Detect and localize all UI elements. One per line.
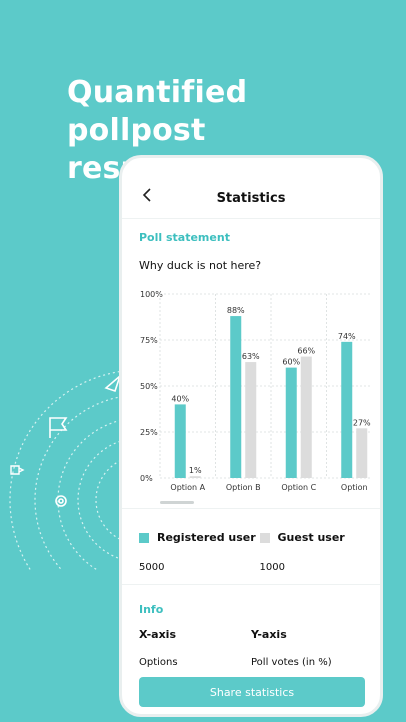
bar bbox=[285, 367, 297, 478]
divider bbox=[122, 584, 380, 585]
y-axis-heading: Y-axis bbox=[251, 628, 287, 641]
legend: Registered user 5000 Guest user 1000 bbox=[122, 508, 380, 573]
x-tick-label: Option C bbox=[281, 483, 316, 492]
y-tick-label: 75% bbox=[140, 336, 158, 345]
x-axis-heading: X-axis bbox=[139, 628, 176, 641]
bar bbox=[300, 356, 312, 478]
send-icon bbox=[104, 373, 122, 393]
info-label: Info bbox=[139, 603, 164, 616]
poll-statement-label: Poll statement bbox=[139, 231, 230, 244]
data-label: 60% bbox=[282, 358, 300, 367]
chart-scroll-thumb[interactable] bbox=[160, 501, 194, 504]
flag-icon bbox=[49, 417, 68, 438]
data-label: 66% bbox=[297, 347, 315, 356]
bar bbox=[174, 404, 186, 478]
page-title: Statistics bbox=[216, 191, 286, 206]
share-statistics-button[interactable]: Share statistics bbox=[139, 677, 365, 707]
divider bbox=[122, 508, 380, 509]
guest-count: 1000 bbox=[259, 562, 285, 573]
registered-swatch bbox=[139, 532, 149, 543]
legend-registered: Registered user bbox=[139, 531, 260, 544]
bar bbox=[356, 428, 368, 478]
bar bbox=[230, 316, 242, 478]
bar bbox=[341, 341, 353, 478]
y-axis-value: Poll votes (in %) bbox=[251, 657, 332, 668]
info-section: Info X-axis Options Y-axis Poll votes (i… bbox=[122, 584, 380, 668]
y-tick-label: 100% bbox=[140, 290, 163, 299]
y-tick-label: 0% bbox=[140, 474, 153, 483]
x-tick-label: Option B bbox=[226, 483, 261, 492]
data-label: 74% bbox=[338, 332, 356, 341]
x-tick-label: Option bbox=[341, 483, 368, 492]
legend-guest: Guest user bbox=[259, 531, 381, 544]
phone-frame: Statistics Poll statement Why duck is no… bbox=[119, 155, 383, 717]
registered-count: 5000 bbox=[139, 562, 165, 573]
data-label: 63% bbox=[242, 352, 260, 361]
data-label: 1% bbox=[189, 466, 202, 475]
x-axis-value: Options bbox=[139, 657, 178, 668]
thumbs-down-icon bbox=[10, 465, 25, 475]
legend-guest-label: Guest user bbox=[277, 531, 345, 544]
legend-registered-label: Registered user bbox=[157, 531, 256, 544]
headline-line-1: Quantified pollpost bbox=[67, 75, 248, 148]
at-sign-icon bbox=[55, 495, 67, 507]
data-label: 27% bbox=[353, 418, 371, 427]
divider bbox=[122, 218, 380, 219]
x-tick-label: Option A bbox=[170, 483, 205, 492]
guest-swatch bbox=[259, 532, 270, 543]
chevron-left-icon[interactable] bbox=[142, 188, 156, 202]
data-label: 88% bbox=[227, 306, 245, 315]
decorative-orbits bbox=[9, 369, 140, 570]
bar bbox=[189, 476, 201, 478]
y-tick-label: 50% bbox=[140, 382, 158, 391]
bar bbox=[245, 362, 257, 478]
top-bar: Statistics bbox=[122, 158, 380, 218]
poll-question: Why duck is not here? bbox=[139, 259, 262, 272]
bar-chart: 0% 25% 50% 75% 100% 40% 1% Option A 88% 63% Option… bbox=[140, 290, 371, 492]
y-tick-label: 25% bbox=[140, 428, 158, 437]
data-label: 40% bbox=[171, 394, 189, 403]
